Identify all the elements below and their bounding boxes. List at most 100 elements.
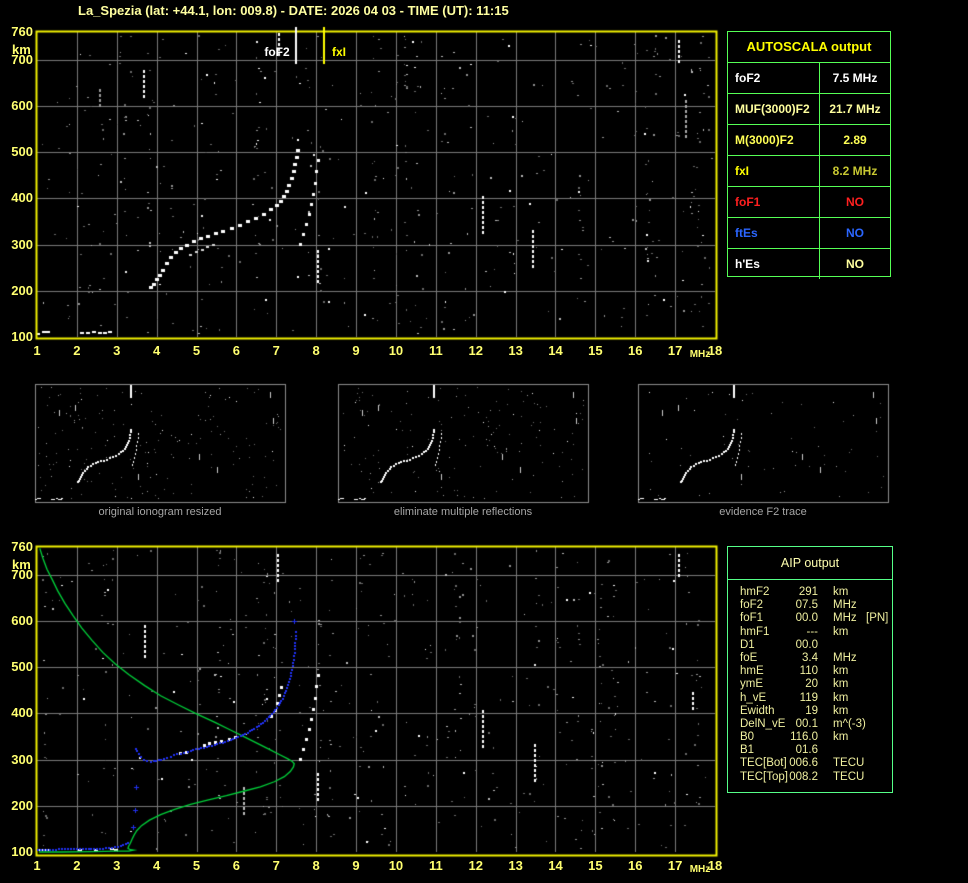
- aip-unit: km: [833, 625, 849, 638]
- aip-row-yme: ymE 20 km: [728, 678, 892, 691]
- aip-value: 3.4: [802, 651, 818, 664]
- x-axis-tick-profile_ionogram: 15: [588, 858, 603, 873]
- y-axis-tick-main_ionogram: 300: [11, 236, 33, 252]
- aip-unit: km: [833, 586, 849, 598]
- x-axis-tick-main_ionogram: 13: [508, 343, 523, 358]
- aip-value: 119: [799, 691, 818, 704]
- x-axis-tick-main_ionogram: 11: [428, 343, 443, 358]
- autoscala-table-header: AUTOSCALA output: [728, 32, 890, 63]
- x-axis-tick-main_ionogram: 14: [548, 343, 563, 358]
- x-axis-tick-main_ionogram: 17: [667, 343, 683, 358]
- aip-value: 110: [799, 665, 818, 678]
- autoscala-row-fxi: fxI 8.2 MHz: [728, 156, 890, 187]
- aip-row-hmf2: hmF2 291 km: [728, 586, 892, 599]
- aip-row-ewidth: Ewidth 19 km: [728, 705, 892, 718]
- aip-row-fof1: foF1 00.0 MHz [PN]: [728, 612, 892, 625]
- x-axis-tick-profile_ionogram: 14: [548, 858, 563, 873]
- parameter-value: 8.2 MHz: [832, 164, 878, 178]
- aip-label: hmF1: [740, 625, 770, 638]
- aip-label: TEC[Bot]: [740, 757, 787, 770]
- aip-value: 116.0: [790, 731, 818, 744]
- aip-label: DelN_vE: [740, 717, 786, 730]
- autoscala-row-fof1: foF1 NO: [728, 187, 890, 218]
- aip-unit: MHz: [833, 599, 857, 612]
- y-axis-tick-main_ionogram: 700: [11, 51, 33, 67]
- y-axis-unit-profile_ionogram: km: [12, 557, 31, 572]
- aip-row-hmf1: hmF1 --- km: [728, 626, 892, 639]
- aip-unit: MHz: [833, 612, 857, 625]
- aip-label: B1: [740, 744, 755, 757]
- aip-value: 00.0: [795, 612, 818, 625]
- aip-label: h_vE: [740, 691, 767, 704]
- autoscala-table-body: foF2 7.5 MHz MUF(3000)F2 21.7 MHz M(3000)F2 2…: [728, 63, 890, 279]
- aip-value: 00.1: [795, 717, 818, 730]
- aip-unit: km: [833, 704, 849, 717]
- aip-value: 01.6: [795, 744, 818, 757]
- x-axis-tick-main_ionogram: 3: [113, 343, 121, 358]
- x-axis-tick-profile_ionogram: 5: [192, 858, 201, 873]
- aip-note: [PN]: [866, 612, 889, 625]
- parameter-value: NO: [846, 195, 864, 209]
- page-title: La_Spezia (lat: +44.1, lon: 009.8) - DAT…: [78, 3, 509, 18]
- y-axis-tick-main_ionogram: 200: [11, 282, 33, 298]
- aip-value: 19: [805, 704, 818, 717]
- aip-unit: km: [833, 678, 849, 691]
- aip-unit: m^(-3): [833, 717, 866, 730]
- aip-output-table: AIP output hmF2 291 km foF2 07.5 MHz foF1 00.0 M…: [727, 546, 893, 793]
- parameter-name: h'Es: [728, 249, 820, 279]
- y-axis-tick-profile_ionogram: 760: [11, 539, 33, 554]
- x-axis-tick-profile_ionogram: 1: [33, 858, 41, 873]
- autoscala-row-muf3000f2: MUF(3000)F2 21.7 MHz: [728, 94, 890, 125]
- y-axis-tick-profile_ionogram: 200: [11, 797, 33, 813]
- aip-unit: km: [833, 665, 849, 678]
- x-axis-tick-profile_ionogram: 6: [232, 858, 241, 873]
- aip-label: hmE: [740, 665, 764, 678]
- y-axis-tick-profile_ionogram: 300: [11, 751, 33, 767]
- aip-row-foe: foE 3.4 MHz: [728, 652, 892, 665]
- aip-label: hmF2: [740, 586, 770, 598]
- x-axis-tick-main_ionogram: 18: [707, 343, 723, 358]
- y-axis-tick-main_ionogram: 600: [11, 97, 33, 113]
- aip-value: 00.0: [795, 638, 818, 651]
- aip-label: ymE: [740, 678, 763, 691]
- parameter-name: ftEs: [728, 218, 820, 248]
- y-axis-tick-profile_ionogram: 100: [11, 844, 33, 859]
- aip-row-b1: B1 01.6: [728, 744, 892, 757]
- x-axis-tick-main_ionogram: 9: [352, 343, 360, 358]
- aip-value: 20: [805, 678, 818, 691]
- parameter-name: foF2: [728, 63, 820, 93]
- x-axis-tick-profile_ionogram: 17: [667, 858, 683, 873]
- x-axis-tick-main_ionogram: 6: [232, 343, 241, 358]
- y-axis-tick-main_ionogram: 500: [11, 144, 33, 160]
- x-axis-tick-profile_ionogram: 12: [468, 858, 483, 873]
- x-axis-tick-main_ionogram: 5: [192, 343, 201, 358]
- aip-value: 291: [798, 586, 818, 598]
- autoscala-row-ftes: ftEs NO: [728, 218, 890, 249]
- aip-value: 008.2: [789, 770, 818, 783]
- y-axis-tick-main_ionogram: 400: [11, 190, 33, 206]
- aip-row-delnve: DelN_vE 00.1 m^(-3): [728, 718, 892, 731]
- parameter-name: foF1: [728, 187, 820, 217]
- aip-label: D1: [740, 638, 755, 651]
- aip-table-body: hmF2 291 km foF2 07.5 MHz foF1 00.0 MHz [PN] hmF1 -…: [728, 580, 892, 784]
- autoscala-row-hes: h'Es NO: [728, 249, 890, 279]
- aip-row-tectop: TEC[Top] 008.2 TECU: [728, 771, 892, 784]
- aip-label: B0: [740, 731, 755, 744]
- x-axis-tick-main_ionogram: 8: [312, 343, 320, 358]
- y-axis-unit-main_ionogram: km: [12, 42, 31, 57]
- aip-label: foE: [740, 651, 758, 664]
- parameter-value: 2.89: [843, 133, 867, 147]
- aip-table-header: AIP output: [728, 547, 892, 580]
- x-axis-tick-profile_ionogram: 3: [113, 858, 121, 873]
- aip-row-d1: D1 00.0: [728, 639, 892, 652]
- parameter-value: 7.5 MHz: [832, 71, 878, 85]
- autoscala-row-fof2: foF2 7.5 MHz: [728, 63, 890, 94]
- autoscala-output-table: AUTOSCALA output foF2 7.5 MHz MUF(3000)F2 2…: [727, 31, 891, 279]
- x-axis-tick-profile_ionogram: 8: [312, 858, 320, 873]
- x-axis-unit-profile_ionogram: MHz: [689, 864, 711, 875]
- aip-label: foF2: [740, 599, 764, 612]
- aip-value: ---: [806, 625, 819, 638]
- parameter-name: MUF(3000)F2: [728, 94, 820, 124]
- x-axis-tick-main_ionogram: 7: [272, 343, 280, 358]
